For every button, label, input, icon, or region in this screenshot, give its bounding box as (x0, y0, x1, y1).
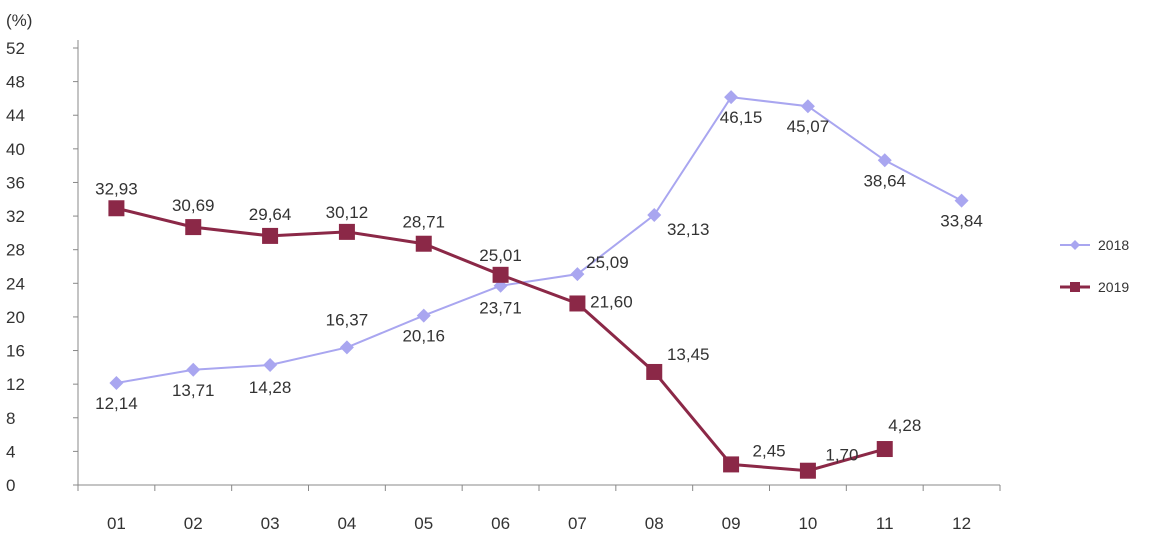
data-point (569, 295, 586, 312)
x-tick-label: 05 (414, 514, 433, 533)
y-tick-label: 20 (6, 308, 25, 327)
data-label: 16,37 (326, 310, 369, 329)
y-tick-label: 44 (6, 106, 25, 125)
y-tick-label: 48 (6, 73, 25, 92)
y-tick-label: 12 (6, 375, 25, 394)
x-tick-label: 07 (568, 514, 587, 533)
y-tick-label: 40 (6, 140, 25, 159)
data-point (876, 441, 893, 458)
data-label: 30,12 (326, 203, 369, 222)
data-label: 12,14 (95, 394, 138, 413)
data-label: 21,60 (590, 292, 633, 311)
y-tick-label: 8 (6, 409, 15, 428)
data-point (263, 357, 278, 372)
data-label: 25,01 (479, 246, 522, 265)
data-label: 28,71 (402, 213, 445, 232)
y-tick-label: 0 (6, 476, 15, 495)
data-label: 13,71 (172, 381, 215, 400)
data-point (954, 193, 969, 208)
data-label: 2,45 (753, 441, 786, 460)
data-point (877, 153, 892, 168)
legend-marker (1070, 282, 1080, 292)
legend-item-2019: 2019 (1060, 279, 1129, 295)
series-2018 (109, 90, 969, 390)
data-point (108, 200, 125, 217)
data-point (723, 456, 740, 473)
data-label: 1,70 (825, 446, 858, 465)
x-tick-label: 02 (184, 514, 203, 533)
data-label: 30,69 (172, 196, 215, 215)
x-tick-label: 01 (107, 514, 126, 533)
data-label: 20,16 (402, 327, 445, 346)
data-label: 29,64 (249, 205, 292, 224)
data-point (646, 363, 663, 380)
y-tick-label: 16 (6, 342, 25, 361)
series-2019 (108, 200, 893, 479)
data-label: 13,45 (667, 345, 710, 364)
data-point (339, 340, 354, 355)
data-label: 25,09 (586, 253, 629, 272)
x-tick-label: 03 (261, 514, 280, 533)
legend-item-2018: 2018 (1060, 237, 1129, 253)
data-point (262, 227, 279, 244)
data-label: 46,15 (720, 108, 763, 127)
y-tick-label: 24 (6, 274, 25, 293)
y-unit-label: (%) (6, 11, 32, 30)
x-tick-label: 12 (952, 514, 971, 533)
y-tick-label: 28 (6, 241, 25, 260)
data-point (800, 99, 815, 114)
data-label: 32,93 (95, 179, 138, 198)
legend-marker (1070, 240, 1080, 250)
data-label: 14,28 (249, 378, 292, 397)
x-tick-label: 08 (645, 514, 664, 533)
data-point (647, 207, 662, 222)
legend-label: 2018 (1098, 237, 1129, 253)
data-point (416, 308, 431, 323)
x-tick-label: 09 (722, 514, 741, 533)
data-point (724, 90, 739, 105)
data-label: 4,28 (888, 416, 921, 435)
data-point (415, 235, 432, 252)
data-point (109, 375, 124, 390)
y-tick-label: 52 (6, 39, 25, 58)
data-label: 33,84 (940, 212, 983, 231)
data-point (570, 267, 585, 282)
data-point (799, 462, 816, 479)
data-label: 23,71 (479, 299, 522, 318)
x-tick-label: 11 (876, 514, 894, 533)
y-tick-label: 36 (6, 173, 25, 192)
data-label: 32,13 (667, 220, 710, 239)
data-point (338, 223, 355, 240)
data-label: 38,64 (863, 171, 906, 190)
x-tick-label: 10 (798, 514, 817, 533)
x-tick-label: 06 (491, 514, 510, 533)
series-line-2018 (116, 96, 963, 384)
y-tick-label: 4 (6, 442, 15, 461)
data-label: 45,07 (787, 117, 830, 136)
data-point (185, 219, 202, 236)
data-point (186, 362, 201, 377)
legend-label: 2019 (1098, 279, 1129, 295)
y-tick-label: 32 (6, 207, 25, 226)
x-tick-label: 04 (337, 514, 356, 533)
data-point (492, 266, 509, 283)
